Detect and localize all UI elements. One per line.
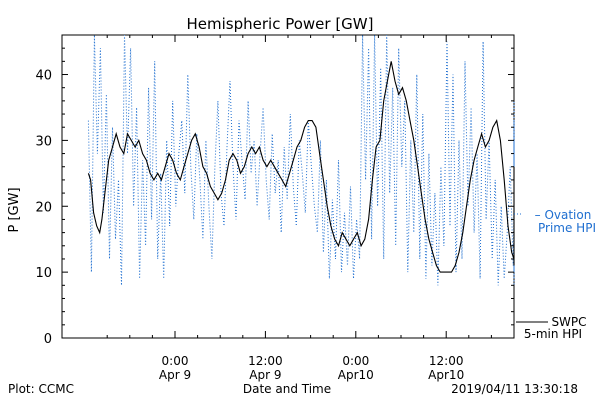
footer-credit: Plot: CCMC: [8, 382, 74, 396]
x-tick-date: Apr10: [338, 368, 374, 382]
y-tick-label: 10: [35, 266, 52, 281]
y-tick-label: 40: [35, 69, 52, 84]
ovation-prime-series: [87, 34, 515, 286]
legend-ovation-line1: – Ovation: [535, 208, 592, 222]
legend-swpc-line2: 5-min HPI: [524, 327, 582, 341]
legend-swpc-line1: SWPC: [551, 315, 586, 329]
x-tick-date: Apr 9: [159, 368, 191, 382]
x-tick-date: Apr 9: [249, 368, 281, 382]
chart-title: Hemispheric Power [GW]: [187, 15, 374, 33]
x-tick-time: 0:00: [162, 354, 189, 368]
x-tick-time: 12:00: [429, 354, 464, 368]
y-axis-label: P [GW]: [7, 187, 22, 232]
ovation-prime-line: [87, 34, 515, 286]
legend: – Ovation Prime HPI SWPC 5-min HPI: [514, 208, 596, 341]
x-tick-time: 0:00: [342, 354, 369, 368]
x-axis-label: Date and Time: [243, 382, 331, 396]
y-tick-label: 0: [44, 332, 52, 347]
x-tick-time: 12:00: [248, 354, 283, 368]
y-tick-label: 20: [35, 200, 52, 215]
y-axis-ticks: 0 10 20 30 40: [35, 47, 514, 347]
footer-timestamp: 2019/04/11 13:30:18: [451, 382, 578, 396]
x-tick-date: Apr10: [428, 368, 464, 382]
y-tick-label: 30: [35, 134, 52, 149]
legend-ovation-line2: Prime HPI: [538, 221, 596, 235]
